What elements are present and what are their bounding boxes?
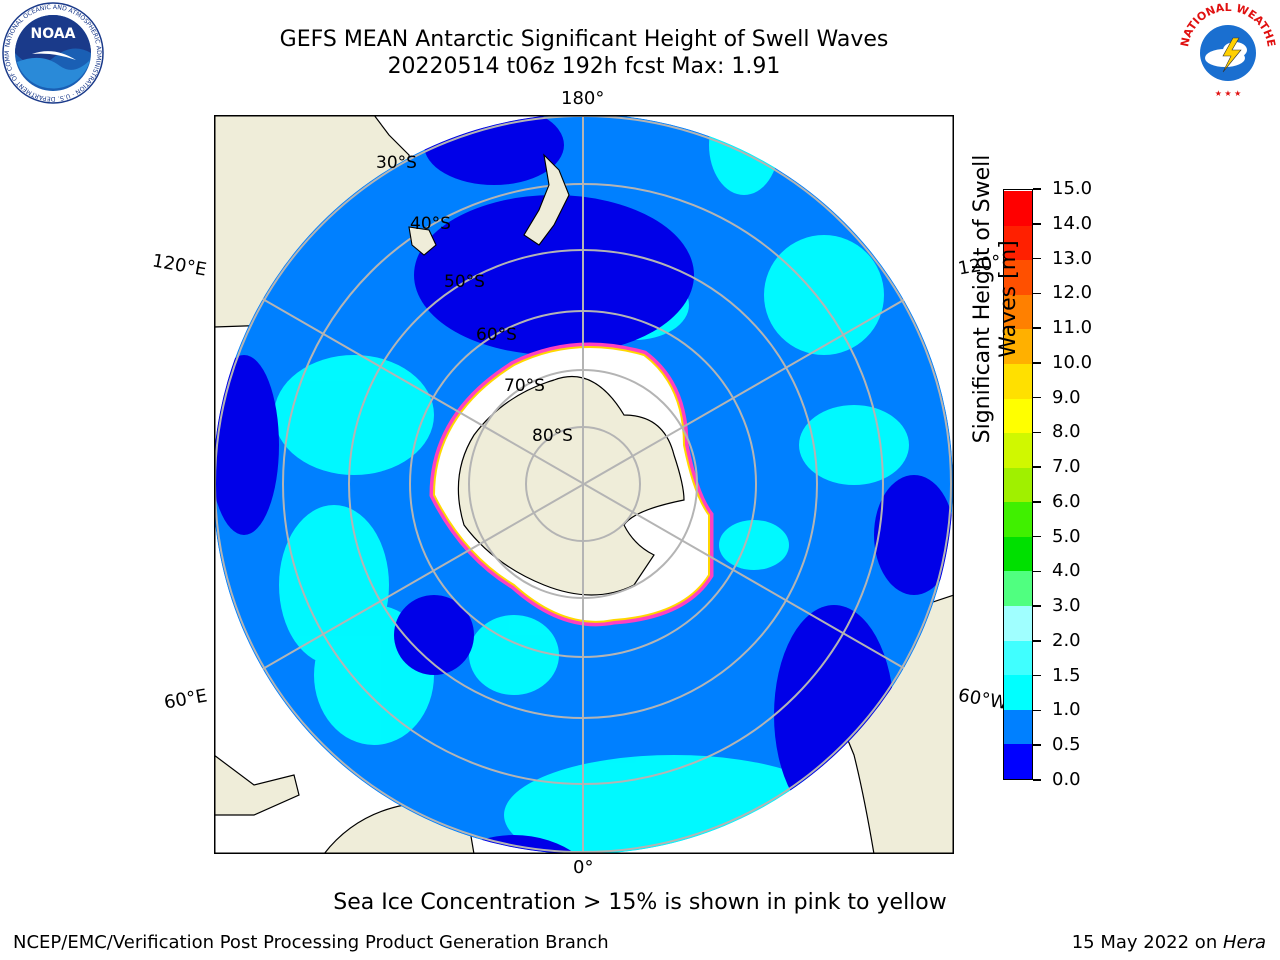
colorbar-segment: [1004, 605, 1032, 641]
noaa-logo-text: NOAA: [31, 26, 76, 42]
colorbar-tick: [1033, 570, 1041, 573]
lat-label-40s: 40°S: [410, 214, 451, 234]
colorbar-tick: [1033, 501, 1041, 503]
footer-date-text: 15 May 2022 on: [1071, 932, 1223, 953]
colorbar-tick: [1033, 744, 1041, 746]
lon-label-180: 180°: [561, 88, 605, 109]
islands: [408, 153, 570, 256]
colorbar-tick-label: 5.0: [1052, 525, 1081, 547]
colorbar-title-line2: Waves [m]: [996, 240, 1021, 358]
noaa-logo: NOAA NATIONAL OCEANIC AND ATMOSPHERIC AD…: [2, 2, 104, 104]
colorbar-segment: [1004, 570, 1032, 607]
colorbar-tick: [1033, 396, 1041, 399]
chart-subtitle: 20220514 t06z 192h fcst Max: 1.91: [387, 54, 781, 79]
colorbar-segment: [1004, 501, 1032, 537]
colorbar-tick: [1033, 466, 1041, 468]
colorbar-tick: [1033, 292, 1041, 295]
lon-label-60e: 60°E: [162, 685, 209, 714]
nws-logo: NATIONAL WEATHER SERVICE ★ ★ ★: [1177, 0, 1278, 100]
colorbar-tick-label: 10.0: [1052, 351, 1093, 373]
colorbar-segment: [1004, 259, 1032, 295]
colorbar-tick: [1033, 362, 1041, 364]
colorbar-tick: [1033, 674, 1041, 677]
colorbar-tick: [1033, 188, 1041, 190]
colorbar-segment: [1004, 328, 1032, 364]
colorbar-tick-label: 3.0: [1052, 595, 1081, 617]
polar-map: 30°S 40°S 50°S 60°S 70°S 80°S: [214, 115, 954, 854]
lat-label-50s: 50°S: [444, 272, 485, 292]
colorbar-segment: [1004, 674, 1032, 710]
colorbar-tick-label: 0.5: [1052, 734, 1081, 756]
colorbar-tick-label: 1.5: [1052, 664, 1081, 686]
lat-label-60s: 60°S: [476, 325, 517, 345]
colorbar-tick: [1033, 223, 1041, 225]
colorbar-tick-label: 4.0: [1052, 560, 1081, 582]
lon-label-60w: 60°W: [956, 684, 1010, 715]
colorbar-title-line1: Significant Height of Swell: [970, 154, 995, 444]
colorbar-tick: [1033, 257, 1041, 260]
colorbar-segment: [1004, 225, 1032, 261]
colorbar-tick-label: 13.0: [1052, 247, 1093, 269]
colorbar-tick: [1033, 431, 1041, 434]
colorbar-tick-label: 11.0: [1052, 317, 1093, 339]
colorbar-segment: [1004, 432, 1032, 468]
lon-label-0: 0°: [573, 857, 594, 878]
colorbar-tick-label: 14.0: [1052, 212, 1093, 234]
colorbar-tick-label: 6.0: [1052, 490, 1081, 512]
colorbar-segment: [1004, 294, 1032, 330]
colorbar-tick-label: 7.0: [1052, 456, 1081, 478]
footer-date: 15 May 2022 on Hera: [1072, 932, 1266, 953]
colorbar-segment: [1004, 640, 1032, 676]
colorbar-tick: [1033, 640, 1041, 642]
svg-text:★ ★ ★: ★ ★ ★: [1215, 89, 1242, 98]
colorbar-tick: [1033, 327, 1041, 329]
sea-ice-note: Sea Ice Concentration > 15% is shown in …: [333, 890, 947, 915]
colorbar-tick-label: 0.0: [1052, 769, 1081, 790]
chart-title: GEFS MEAN Antarctic Significant Height o…: [279, 27, 889, 52]
colorbar-segment: [1004, 743, 1032, 779]
colorbar-tick-label: 9.0: [1052, 386, 1081, 408]
colorbar-segment: [1004, 190, 1032, 226]
lat-label-80s: 80°S: [532, 426, 573, 446]
colorbar-tick: [1033, 535, 1041, 538]
colorbar-title: Significant Height of Swell Waves [m]: [970, 139, 1022, 459]
colorbar: [1003, 189, 1033, 780]
footer-host: Hera: [1222, 932, 1266, 953]
footer-credit: NCEP/EMC/Verification Post Processing Pr…: [13, 932, 609, 953]
colorbar-segment: [1004, 709, 1032, 745]
colorbar-segment: [1004, 363, 1032, 399]
colorbar-tick: [1033, 779, 1041, 781]
colorbar-tick-label: 12.0: [1052, 282, 1093, 304]
antarctica: [457, 376, 685, 596]
colorbar-tick-label: 1.0: [1052, 699, 1081, 721]
lat-label-70s: 70°S: [504, 376, 545, 396]
lon-label-120e: 120°E: [150, 250, 209, 281]
colorbar-segment: [1004, 467, 1032, 503]
colorbar-tick-label: 15.0: [1052, 178, 1093, 199]
lat-label-30s: 30°S: [376, 153, 417, 173]
colorbar-segment: [1004, 536, 1032, 572]
colorbar-tick: [1033, 605, 1041, 607]
colorbar-tick-label: 2.0: [1052, 629, 1081, 651]
colorbar-tick-label: 8.0: [1052, 421, 1081, 443]
colorbar-segment: [1004, 398, 1032, 434]
colorbar-tick: [1033, 709, 1041, 712]
